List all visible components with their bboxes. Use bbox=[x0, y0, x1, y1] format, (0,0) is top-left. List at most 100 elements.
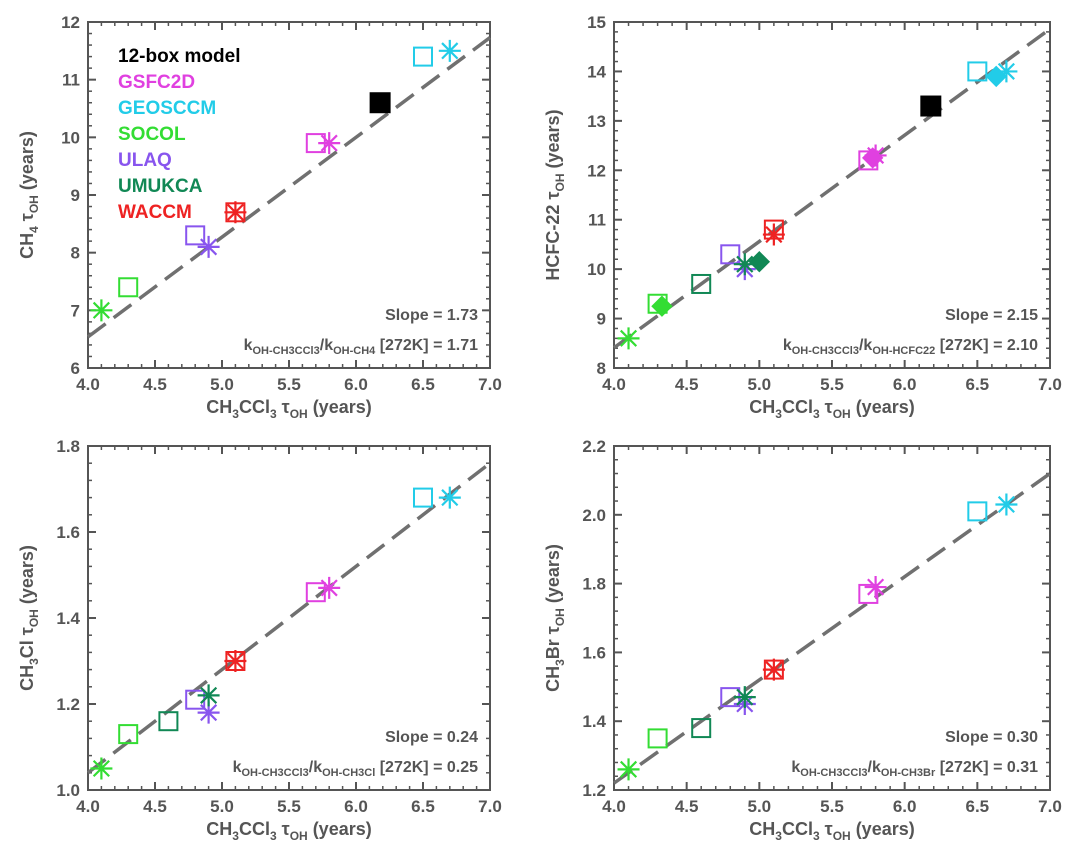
fit-line bbox=[612, 27, 1052, 350]
x-tick-label: 5.0 bbox=[748, 375, 772, 394]
y-tick-label: 2.0 bbox=[582, 506, 606, 525]
slope-annotation: Slope = 2.15 bbox=[945, 307, 1038, 324]
y-tick-label: 12 bbox=[61, 13, 80, 32]
x-axis-label: CH3CCl3 τOH (years) bbox=[749, 397, 914, 421]
x-tick-label: 6.5 bbox=[966, 797, 990, 816]
point-ulaq-star bbox=[197, 235, 220, 258]
x-tick-label: 4.5 bbox=[143, 797, 167, 816]
y-tick-label: 15 bbox=[587, 13, 606, 32]
point-geosccm-star bbox=[438, 486, 461, 509]
y-tick-label: 11 bbox=[62, 71, 80, 90]
point-geosccm-star bbox=[995, 493, 1018, 516]
x-tick-label: 4.5 bbox=[675, 797, 699, 816]
point-gsfc2d-star bbox=[318, 132, 341, 155]
point-ulaq-star bbox=[197, 701, 220, 724]
panel-top-right: 4.0 4.5 5.0 5.5 6.0 6.5 7.0 8 9 10 11 12 13 14 15 CH3CC… bbox=[543, 13, 1062, 421]
x-tick-label: 7.0 bbox=[1038, 375, 1062, 394]
legend-item-ulaq: ULAQ bbox=[118, 150, 172, 171]
point-ulaq-square bbox=[185, 225, 206, 246]
fit-line bbox=[86, 36, 492, 339]
point-socol-diamond bbox=[651, 295, 673, 317]
y-tick-label: 10 bbox=[587, 260, 606, 279]
point-gsfc2d-star bbox=[864, 576, 887, 599]
x-tick-label: 7.0 bbox=[1038, 797, 1062, 816]
point-umukca-star bbox=[733, 686, 756, 709]
y-tick-label: 1.8 bbox=[582, 575, 606, 594]
x-tick-label: 5.0 bbox=[210, 375, 234, 394]
point-umukca-star bbox=[733, 253, 756, 276]
x-axis-label: CH3CCl3 τOH (years) bbox=[206, 819, 371, 843]
point-umukca-square bbox=[158, 711, 179, 732]
y-tick-label: 13 bbox=[587, 112, 606, 131]
slope-annotation: Slope = 0.30 bbox=[945, 729, 1038, 746]
rate-ratio-annotation: kOH-CH3CCl3/kOH-CH3Br [272K] = 0.31 bbox=[791, 759, 1038, 779]
fit-line bbox=[612, 472, 1052, 785]
x-tick-label: 4.0 bbox=[602, 375, 626, 394]
point-geosccm-square bbox=[967, 501, 988, 522]
y-tick-label: 14 bbox=[587, 62, 606, 81]
rate-ratio-annotation: kOH-CH3CCl3/kOH-HCFC22 [272K] = 2.10 bbox=[783, 337, 1038, 357]
panel-bottom-right: 4.0 4.5 5.0 5.5 6.0 6.5 7.0 1.2 1.4 1.6 1.8 2.0 2.2 C… bbox=[543, 437, 1062, 843]
point-umukca-square bbox=[691, 718, 712, 739]
point-socol-star bbox=[617, 758, 640, 781]
y-tick-label: 8 bbox=[597, 359, 606, 378]
slope-annotation: Slope = 0.24 bbox=[385, 729, 478, 746]
point-geosccm-star bbox=[438, 39, 461, 62]
y-tick-label: 12 bbox=[587, 161, 606, 180]
y-axis-label: CH3Cl τOH (years) bbox=[17, 545, 41, 691]
point-waccm-star bbox=[762, 223, 785, 246]
x-tick-label: 4.5 bbox=[675, 375, 699, 394]
x-tick-label: 4.0 bbox=[76, 375, 100, 394]
point-socol-star bbox=[90, 299, 113, 322]
y-axis-label: HCFC-22 τOH (years) bbox=[543, 109, 567, 280]
x-tick-label: 5.5 bbox=[277, 375, 301, 394]
y-tick-label: 10 bbox=[61, 128, 80, 147]
point-socol-square bbox=[647, 728, 668, 749]
x-tick-label: 4.5 bbox=[143, 375, 167, 394]
x-tick-label: 5.5 bbox=[820, 375, 844, 394]
x-tick-label: 5.0 bbox=[210, 797, 234, 816]
point-socol-star bbox=[90, 757, 113, 780]
x-tick-label: 6.5 bbox=[966, 375, 990, 394]
point-gsfc2d-star bbox=[318, 576, 341, 599]
y-tick-label: 11 bbox=[588, 211, 606, 230]
point-waccm-star bbox=[224, 201, 247, 224]
y-tick-label: 1.6 bbox=[582, 643, 606, 662]
point-socol-star bbox=[617, 327, 640, 350]
legend-item-gsfc2d: GSFC2D bbox=[118, 72, 195, 93]
y-tick-label: 1.6 bbox=[56, 523, 80, 542]
y-tick-label: 7 bbox=[71, 301, 80, 320]
point-12-box-model-filled-square bbox=[369, 92, 391, 114]
x-axis-label: CH3CCl3 τOH (years) bbox=[749, 819, 914, 843]
y-tick-label: 1.8 bbox=[56, 437, 80, 456]
x-tick-label: 6.0 bbox=[344, 375, 368, 394]
point-umukca-square bbox=[691, 273, 712, 294]
point-umukca-star bbox=[197, 684, 220, 707]
point-gsfc2d-square bbox=[858, 583, 879, 604]
point-geosccm-star bbox=[995, 60, 1018, 83]
x-tick-label: 6.5 bbox=[411, 375, 435, 394]
point-geosccm-square bbox=[413, 46, 433, 67]
x-tick-label: 5.0 bbox=[748, 797, 772, 816]
point-waccm-star bbox=[762, 658, 785, 681]
y-axis-label: CH3Br τOH (years) bbox=[543, 544, 567, 692]
x-tick-label: 6.5 bbox=[411, 797, 435, 816]
panel-top-left: 4.0 4.5 5.0 5.5 6.0 6.5 7.0 6 7 8 9 10 11 12 CH3CCl3 τ… bbox=[17, 13, 502, 421]
y-tick-label: 8 bbox=[71, 244, 80, 263]
panel-bottom-left: 4.0 4.5 5.0 5.5 6.0 6.5 7.0 1.0 1.2 1.4 1.6 1.8 CH3C… bbox=[17, 437, 502, 843]
y-tick-label: 1.2 bbox=[582, 781, 606, 800]
point-ulaq-square bbox=[720, 244, 741, 265]
legend-item-12-box-model: 12-box model bbox=[118, 46, 240, 67]
fit-line bbox=[86, 461, 492, 775]
x-tick-label: 6.0 bbox=[893, 797, 917, 816]
point-socol-square bbox=[118, 724, 139, 745]
legend-item-geosccm: GEOSCCM bbox=[118, 98, 216, 119]
legend-item-umukca: UMUKCA bbox=[118, 176, 203, 197]
point-12-box-model-filled-square bbox=[920, 95, 942, 117]
y-tick-label: 2.2 bbox=[582, 437, 606, 456]
x-tick-label: 6.0 bbox=[344, 797, 368, 816]
rate-ratio-annotation: kOH-CH3CCl3/kOH-CH3Cl [272K] = 0.25 bbox=[233, 759, 479, 779]
x-tick-label: 5.5 bbox=[277, 797, 301, 816]
slope-annotation: Slope = 1.73 bbox=[385, 307, 478, 324]
